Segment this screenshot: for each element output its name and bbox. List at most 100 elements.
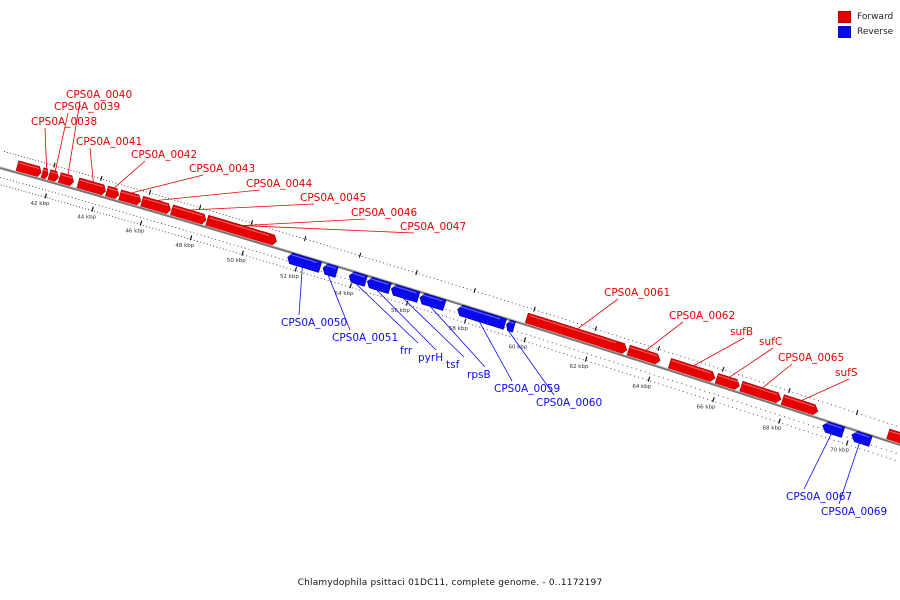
gene-arrow-rpsb[interactable] bbox=[419, 293, 447, 311]
guide-dot bbox=[155, 194, 157, 196]
gene-label-tsf[interactable]: tsf bbox=[446, 359, 460, 371]
gene-label-cps0a_0065[interactable]: CPS0A_0065 bbox=[778, 352, 844, 364]
gene-arrow-tsf[interactable] bbox=[390, 284, 421, 303]
guide-dot bbox=[38, 187, 40, 189]
guide-dot bbox=[442, 315, 444, 317]
gene-label-cps0a_0045[interactable]: CPS0A_0045 bbox=[300, 192, 366, 204]
guide-dot bbox=[869, 416, 871, 418]
gene-arrow-frr[interactable] bbox=[348, 271, 368, 287]
guide-dot bbox=[829, 438, 831, 440]
gene-arrow-pyrh[interactable] bbox=[366, 276, 392, 294]
gene-label-cps0a_0060[interactable]: CPS0A_0060 bbox=[536, 397, 602, 409]
gene-label-sufs[interactable]: sufS bbox=[835, 367, 858, 379]
guide-dot bbox=[64, 167, 66, 170]
guide-dot bbox=[762, 382, 765, 384]
guide-dot bbox=[145, 191, 148, 193]
gene-arrow-cps0a_0069[interactable] bbox=[851, 430, 873, 447]
guide-dot bbox=[67, 168, 69, 170]
guide-dot bbox=[225, 214, 227, 216]
guide-dot bbox=[164, 231, 167, 233]
guide-dot bbox=[101, 205, 104, 207]
label-leader bbox=[67, 100, 81, 175]
guide-dot bbox=[87, 209, 90, 211]
label-leader bbox=[131, 174, 204, 194]
guide-dot bbox=[731, 406, 734, 408]
guide-dot bbox=[670, 387, 672, 389]
guide-dot bbox=[868, 451, 870, 453]
scale-tick-upper bbox=[358, 252, 362, 258]
guide-dot bbox=[286, 267, 288, 269]
guide-dot bbox=[800, 394, 803, 396]
guide-dot bbox=[382, 262, 385, 264]
gene-label-cps0a_0069[interactable]: CPS0A_0069 bbox=[821, 506, 887, 518]
gene-label-cps0a_0039[interactable]: CPS0A_0039 bbox=[54, 101, 120, 113]
gene-label-cps0a_0062[interactable]: CPS0A_0062 bbox=[669, 310, 735, 322]
gene-label-cps0a_0050[interactable]: CPS0A_0050 bbox=[281, 317, 347, 329]
gene-arrow-cps0a_0059[interactable] bbox=[457, 304, 507, 330]
gene-label-cps0a_0046[interactable]: CPS0A_0046 bbox=[351, 207, 417, 219]
gene-label-cps0a_0042[interactable]: CPS0A_0042 bbox=[131, 149, 197, 161]
gene-label-cps0a_0067[interactable]: CPS0A_0067 bbox=[786, 491, 852, 503]
gene-arrow-cps0a_0050[interactable] bbox=[287, 252, 323, 273]
guide-dot bbox=[773, 420, 775, 422]
guide-dot bbox=[316, 242, 318, 244]
guide-dot bbox=[646, 379, 648, 381]
gene-label-cps0a_0059[interactable]: CPS0A_0059 bbox=[494, 383, 560, 395]
gene-label-cps0a_0043[interactable]: CPS0A_0043 bbox=[189, 163, 255, 175]
guide-dot bbox=[23, 156, 25, 158]
guide-dot bbox=[757, 414, 759, 417]
guide-dot bbox=[94, 176, 96, 178]
guide-dot bbox=[375, 260, 377, 262]
gene-label-sufc[interactable]: sufC bbox=[759, 336, 782, 348]
guide-dot bbox=[616, 335, 618, 337]
gene-arrow-cps0a_0051[interactable] bbox=[322, 263, 339, 278]
gene-label-cps0a_0051[interactable]: CPS0A_0051 bbox=[332, 332, 398, 344]
guide-dot bbox=[149, 226, 151, 228]
guide-dot bbox=[895, 452, 897, 454]
guide-dot bbox=[528, 342, 530, 344]
guide-dot bbox=[803, 422, 805, 424]
guide-dot bbox=[379, 261, 381, 263]
guide-dot bbox=[248, 221, 250, 223]
guide-dot bbox=[631, 367, 633, 369]
guide-dot bbox=[750, 378, 752, 380]
gene-label-rpsb[interactable]: rpsB bbox=[467, 369, 491, 381]
label-leader bbox=[508, 330, 555, 396]
guide-dot bbox=[400, 267, 402, 269]
guide-dot bbox=[55, 192, 57, 194]
guide-dot bbox=[516, 338, 519, 340]
gene-label-sufb[interactable]: sufB bbox=[730, 326, 753, 338]
gene-label-cps0a_0041[interactable]: CPS0A_0041 bbox=[76, 136, 142, 148]
guide-dot bbox=[296, 270, 298, 272]
scale-tick bbox=[463, 318, 467, 324]
guide-dot bbox=[490, 330, 492, 332]
guide-dot bbox=[878, 419, 880, 421]
guide-dot bbox=[715, 401, 717, 403]
gene-label-cps0a_0038[interactable]: CPS0A_0038 bbox=[31, 116, 97, 128]
legend-forward: Forward bbox=[838, 9, 893, 24]
guide-dot bbox=[525, 333, 527, 335]
scale-label: 54 kbp bbox=[335, 291, 354, 297]
gene-label-cps0a_0061[interactable]: CPS0A_0061 bbox=[604, 287, 670, 299]
gene-label-cps0a_0044[interactable]: CPS0A_0044 bbox=[246, 178, 312, 190]
guide-dot bbox=[12, 180, 14, 182]
guide-dot bbox=[588, 326, 590, 328]
guide-dot bbox=[626, 365, 628, 367]
guide-dot bbox=[885, 456, 887, 458]
gene-arrow-shine bbox=[742, 382, 778, 396]
guide-dot bbox=[812, 432, 814, 434]
gene-label-pyrh[interactable]: pyrH bbox=[418, 352, 443, 364]
scale-label: 58 kbp bbox=[449, 326, 468, 332]
guide-dot bbox=[698, 396, 701, 398]
guide-dot bbox=[211, 237, 213, 239]
guide-dot bbox=[688, 358, 690, 360]
guide-dot bbox=[824, 436, 827, 439]
guide-dot bbox=[75, 205, 78, 207]
guide-dot bbox=[642, 378, 644, 380]
gene-arrow-shine bbox=[671, 360, 711, 374]
gene-label-cps0a_0040[interactable]: CPS0A_0040 bbox=[66, 89, 132, 101]
gene-label-cps0a_0047[interactable]: CPS0A_0047 bbox=[400, 221, 466, 233]
guide-dot bbox=[0, 184, 2, 186]
gene-arrow-cps0a_0067[interactable] bbox=[822, 421, 846, 438]
gene-label-frr[interactable]: frr bbox=[400, 345, 413, 357]
